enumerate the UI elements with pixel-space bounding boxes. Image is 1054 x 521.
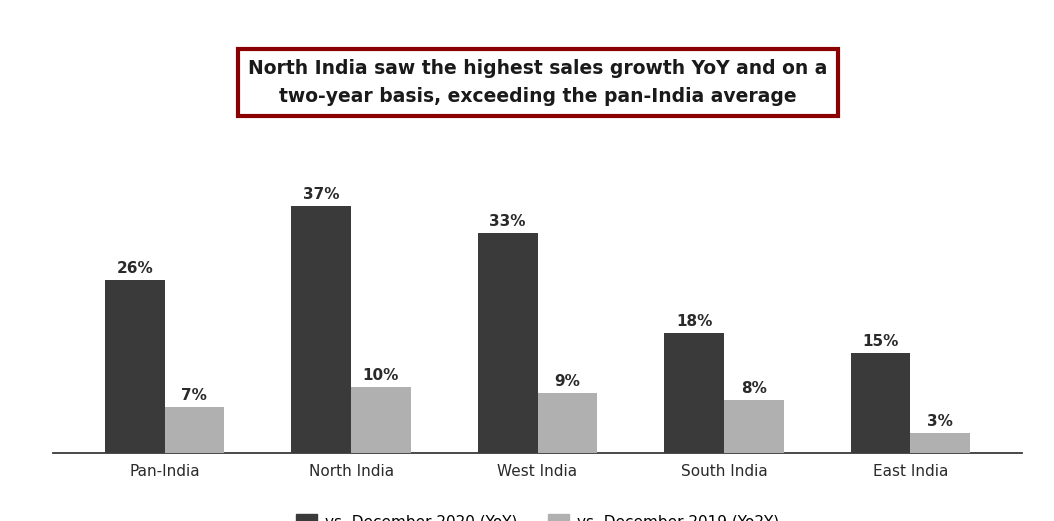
Text: 26%: 26% [116, 261, 153, 276]
Bar [724, 400, 784, 453]
Bar [105, 280, 164, 453]
Text: 33%: 33% [489, 214, 526, 229]
Text: 9%: 9% [554, 374, 581, 389]
Text: 3%: 3% [928, 414, 953, 429]
Text: 10%: 10% [363, 367, 399, 382]
Legend: vs. December 2020 (YoY), vs. December 2019 (Yo2Y): vs. December 2020 (YoY), vs. December 20… [296, 514, 779, 521]
Text: 37%: 37% [302, 188, 339, 203]
Text: North India saw the highest sales growth YoY and on a
two-year basis, exceeding : North India saw the highest sales growth… [248, 59, 827, 106]
Bar [851, 353, 911, 453]
Text: 7%: 7% [181, 388, 208, 403]
Bar [164, 406, 225, 453]
Bar [351, 387, 411, 453]
Bar [664, 333, 724, 453]
Bar [538, 393, 598, 453]
Bar [291, 206, 351, 453]
Bar [477, 233, 538, 453]
Bar [911, 433, 970, 453]
Text: 15%: 15% [862, 334, 899, 349]
Text: 18%: 18% [676, 314, 713, 329]
Text: 8%: 8% [741, 381, 767, 396]
